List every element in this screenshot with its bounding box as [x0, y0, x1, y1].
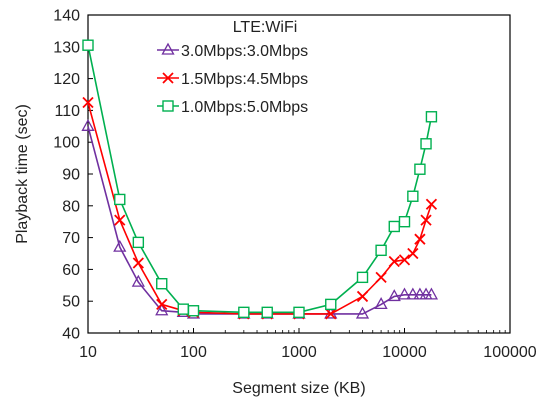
data-point: [420, 138, 432, 150]
y-tick-label: 70: [62, 230, 80, 247]
data-point: [398, 215, 411, 228]
legend-entry: 3.0Mbps:3.0Mbps: [157, 42, 308, 60]
data-point: [356, 271, 369, 284]
series-line: [87, 102, 433, 315]
x-axis-label: Segment size (KB): [232, 380, 365, 397]
legend-title: LTE:WiFi: [233, 19, 298, 36]
data-point: [132, 257, 144, 269]
y-tick-label: 90: [62, 167, 80, 184]
x-tick-label: 10000: [382, 344, 427, 361]
y-tick-label: 140: [53, 8, 80, 25]
data-point: [161, 42, 175, 55]
data-point: [177, 303, 189, 315]
data-point: [355, 306, 370, 319]
data-point: [82, 96, 94, 109]
data-point: [156, 278, 168, 290]
data-point: [414, 233, 426, 245]
data-point: [397, 287, 412, 300]
x-axis: 10 100 1000 10000 100000: [79, 328, 537, 361]
data-point: [293, 306, 305, 319]
data-point: [425, 198, 438, 210]
data-point: [156, 298, 168, 311]
data-point: [407, 190, 419, 202]
y-axis: 40 50 60 70 80 90 100 110 120 130 140: [53, 8, 93, 343]
data-point: [261, 306, 273, 319]
y-tick-label: 130: [53, 39, 80, 56]
data-point: [375, 244, 387, 257]
data-point: [356, 290, 369, 303]
legend-entry: 1.0Mbps:5.0Mbps: [157, 99, 308, 116]
y-tick-label: 60: [62, 262, 80, 279]
data-point: [114, 193, 126, 206]
x-tick-label: 100000: [483, 344, 536, 361]
y-axis-label: Playback time (sec): [14, 104, 31, 244]
data-point: [425, 111, 438, 123]
data-point: [388, 255, 400, 268]
data-point: [187, 305, 200, 317]
y-tick-label: 120: [53, 71, 80, 88]
x-tick-label: 100: [180, 344, 207, 361]
legend: LTE:WiFi 3.0Mbps:3.0Mbps 1.5Mbps:4.5Mbps 1…: [157, 19, 308, 116]
data-point: [375, 271, 387, 283]
data-point: [387, 289, 401, 302]
legend-label: 1.0Mbps:5.0Mbps: [181, 99, 308, 116]
series-3: [82, 39, 438, 319]
y-tick-label: 40: [62, 326, 80, 343]
x-tick-label: 1000: [281, 344, 317, 361]
data-point: [388, 220, 400, 233]
series-layer: [81, 39, 439, 320]
data-point: [374, 297, 388, 310]
data-point: [131, 274, 145, 287]
data-point: [82, 39, 94, 51]
data-point: [407, 247, 419, 260]
data-point: [132, 236, 145, 249]
data-point: [406, 287, 420, 300]
data-point: [155, 303, 169, 316]
data-point: [325, 298, 337, 311]
legend-label: 3.0Mbps:3.0Mbps: [181, 43, 308, 60]
data-point: [398, 254, 411, 266]
data-point: [325, 308, 337, 320]
data-point: [114, 214, 126, 226]
data-point: [162, 72, 174, 84]
y-tick-label: 80: [62, 198, 80, 215]
data-point: [162, 100, 174, 112]
data-point: [238, 306, 250, 319]
data-point: [414, 163, 426, 175]
x-tick-label: 10: [79, 344, 97, 361]
data-point: [420, 214, 432, 226]
legend-entry: 1.5Mbps:4.5Mbps: [157, 71, 308, 88]
y-tick-label: 100: [53, 135, 80, 152]
y-tick-label: 110: [54, 103, 80, 120]
data-point: [113, 239, 127, 252]
y-tick-label: 50: [62, 294, 80, 311]
data-point: [81, 118, 95, 131]
data-point: [424, 287, 439, 300]
legend-label: 1.5Mbps:4.5Mbps: [181, 71, 308, 88]
series-1: [81, 118, 439, 319]
